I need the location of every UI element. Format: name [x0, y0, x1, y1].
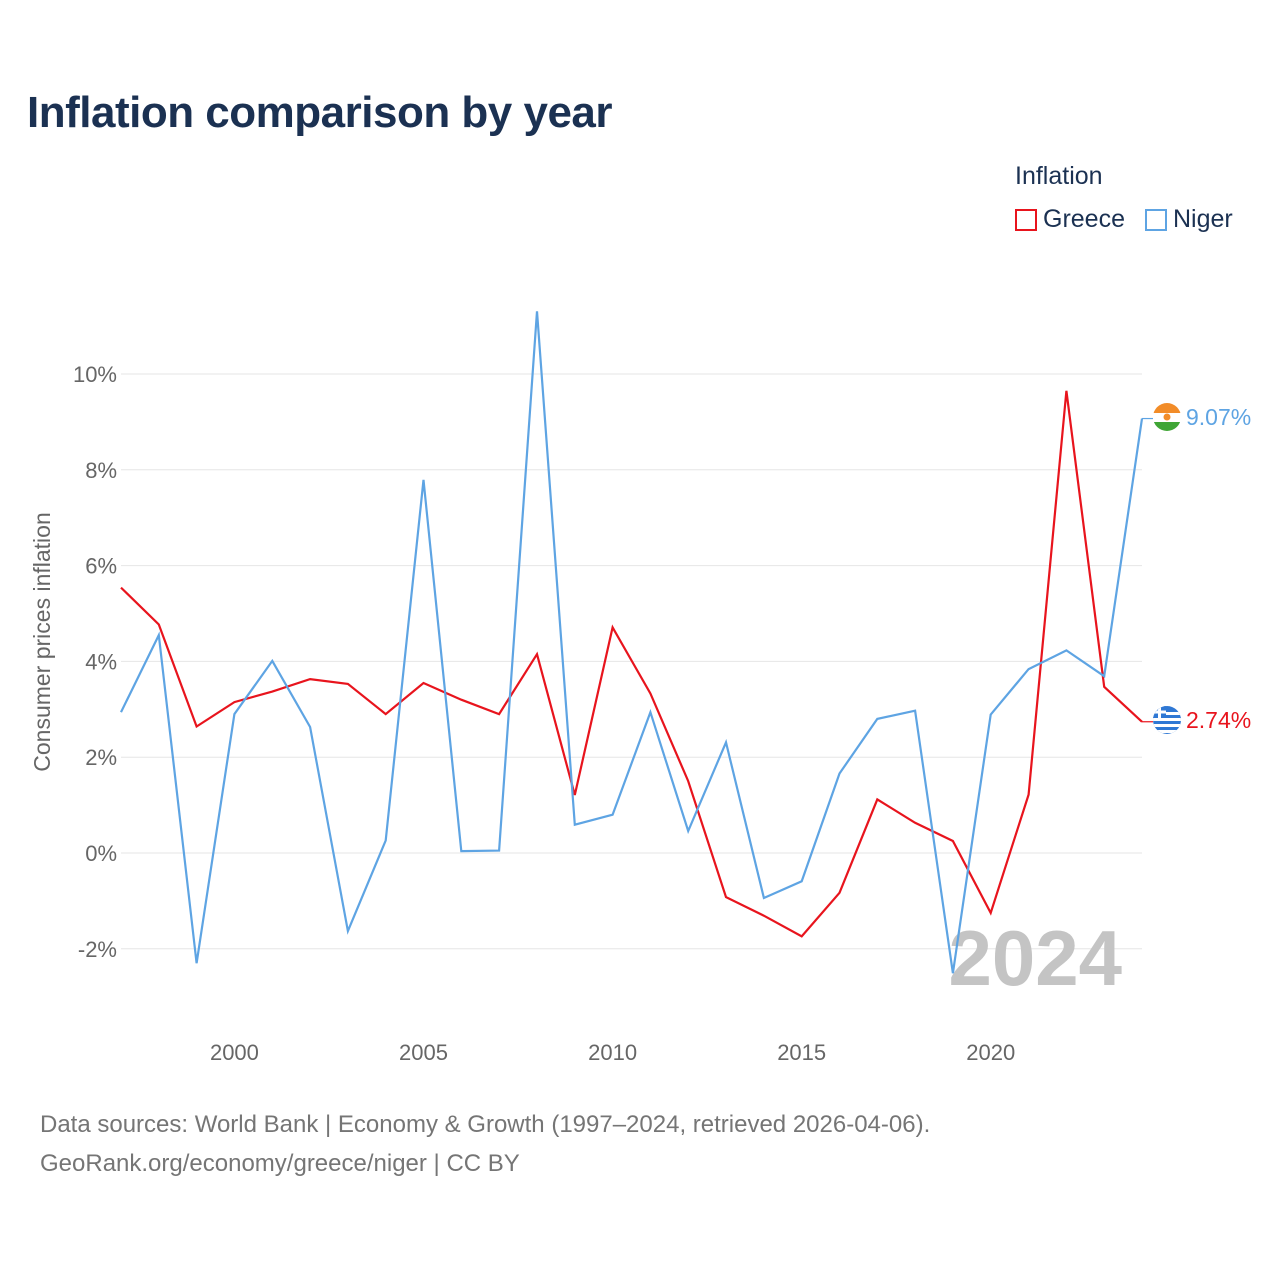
y-tick-label: 8% [85, 458, 117, 483]
niger-flag-icon [1153, 403, 1181, 431]
series-lines [120, 311, 1153, 974]
y-axis-label: Consumer prices inflation [29, 512, 55, 772]
x-tick-label: 2000 [210, 1040, 259, 1065]
x-tick-label: 2005 [399, 1040, 448, 1065]
y-tick-label: -2% [78, 937, 117, 962]
greece-end-label: 2.74% [1186, 707, 1251, 733]
year-watermark: 2024 [948, 914, 1122, 1002]
legend-swatch-niger [1144, 208, 1167, 231]
y-tick-label: 2% [85, 745, 117, 770]
legend-title: Inflation [1015, 162, 1103, 190]
x-tick-label: 2015 [777, 1040, 826, 1065]
niger-end-label: 9.07% [1186, 404, 1251, 430]
series-line-greece [120, 390, 1143, 938]
series-line-niger [120, 311, 1144, 974]
legend-label-niger: Niger [1172, 205, 1233, 233]
y-tick-label: 10% [73, 362, 117, 387]
line-chart: -2% 0% 2% 4% 6% 8% 10% 2000 2005 2010 2015 2020 Co… [29, 311, 1251, 1065]
legend-label-greece: Greece [1043, 205, 1125, 233]
legend-item-greece[interactable]: Greece [1015, 205, 1125, 234]
legend: Inflation Greece Niger [1015, 162, 1233, 234]
legend-swatch-greece [1015, 208, 1037, 231]
y-tick-label: 6% [85, 554, 117, 579]
greece-flag-icon [1153, 706, 1181, 734]
legend-item-niger[interactable]: Niger [1144, 205, 1233, 234]
x-axis-ticks: 2000 2005 2010 2015 2020 [210, 1040, 1015, 1065]
y-tick-label: 0% [85, 841, 117, 866]
y-tick-label: 4% [85, 649, 117, 674]
x-tick-label: 2020 [966, 1040, 1015, 1065]
x-tick-label: 2010 [588, 1040, 637, 1065]
source-line-1: Data sources: World Bank | Economy & Gro… [40, 1111, 931, 1138]
source-line-2[interactable]: GeoRank.org/economy/greece/niger | CC BY [40, 1150, 520, 1177]
y-axis-ticks: -2% 0% 2% 4% 6% 8% 10% [73, 362, 117, 962]
chart-title: Inflation comparison by year [27, 88, 613, 137]
source-note: Data sources: World Bank | Economy & Gro… [40, 1105, 930, 1183]
